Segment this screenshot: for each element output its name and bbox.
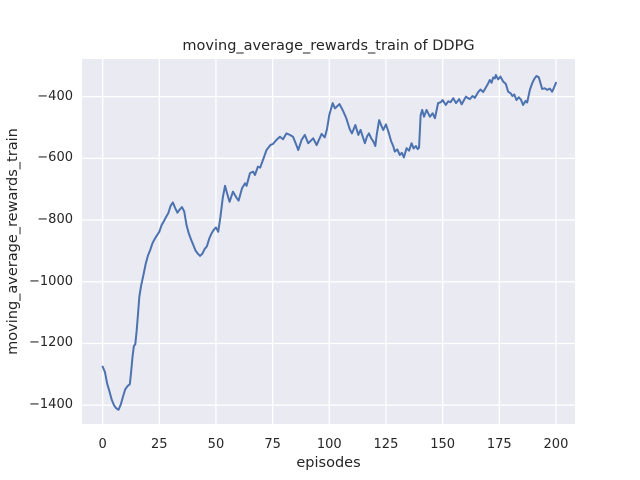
reward-line-series <box>101 74 557 411</box>
y-tick-label: −600 <box>37 150 73 166</box>
x-tick-label: 175 <box>486 437 512 452</box>
x-tick-label: 25 <box>151 437 168 452</box>
x-tick-label: 150 <box>430 437 456 452</box>
x-axis-label: episodes <box>296 455 361 471</box>
plot-area <box>82 59 575 424</box>
x-tick-label: 75 <box>264 437 281 452</box>
y-tick-label: −800 <box>37 212 73 228</box>
x-tick-label: 200 <box>543 437 569 452</box>
y-tick-label: −400 <box>37 88 73 104</box>
x-tick-label: 0 <box>98 437 107 452</box>
y-axis-label: moving_average_rewards_train <box>5 128 21 355</box>
x-tick-label: 125 <box>373 437 399 452</box>
y-tick-label: −1000 <box>29 273 73 289</box>
x-tick-label: 100 <box>316 437 342 452</box>
y-tick-label: −1200 <box>29 335 73 351</box>
y-tick-label: −1400 <box>29 397 73 413</box>
chart-title: moving_average_rewards_train of DDPG <box>182 38 475 54</box>
axes-background <box>82 59 575 424</box>
line-chart <box>82 59 575 424</box>
x-tick-label: 50 <box>207 437 225 452</box>
